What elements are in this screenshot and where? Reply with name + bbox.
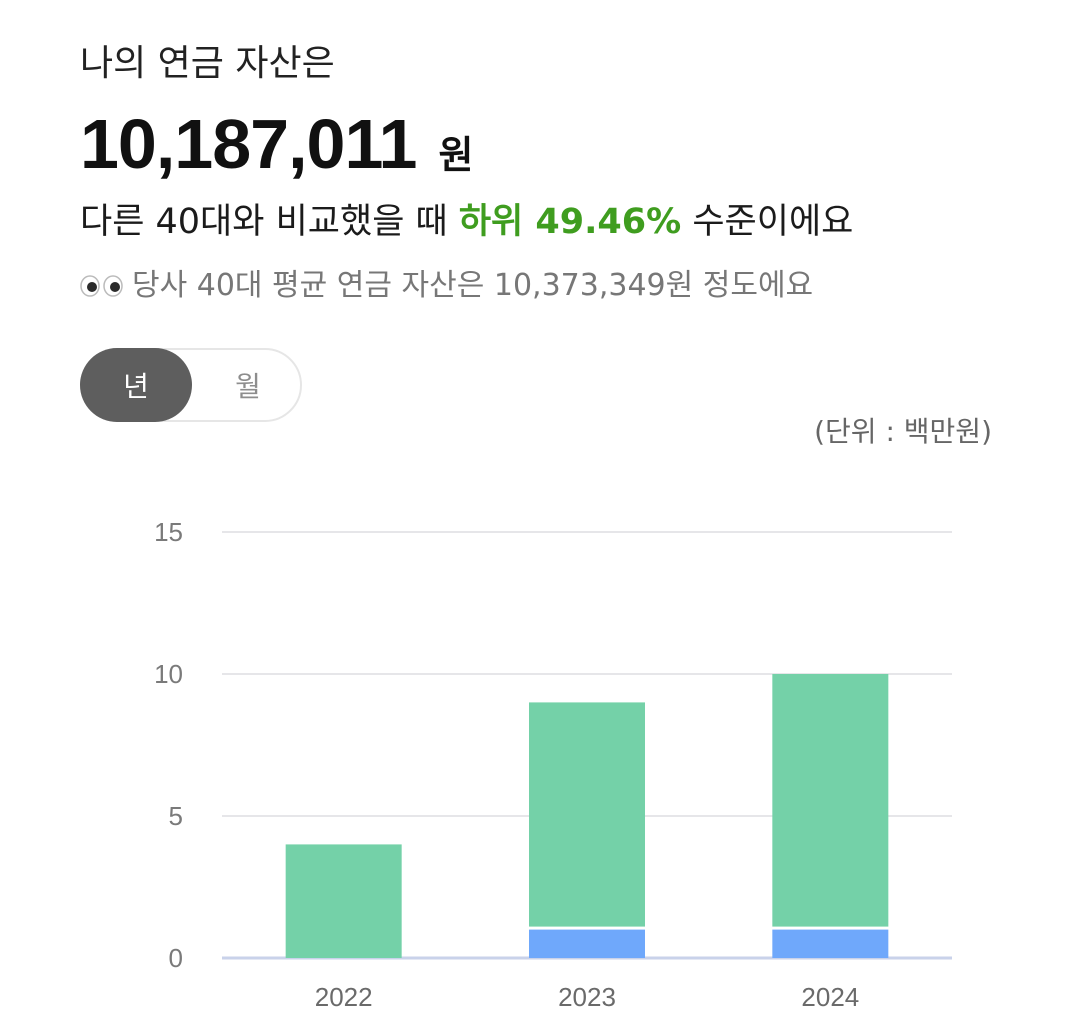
toggle-year-option[interactable]: 년: [80, 348, 192, 422]
asset-amount-row: 10,187,011 원: [80, 104, 473, 184]
toggle-month-option[interactable]: 월: [235, 370, 261, 403]
bar-segment: [772, 929, 889, 958]
comparison-percentile: 하위 49.46%: [458, 202, 682, 242]
y-tick-label: 0: [169, 943, 183, 973]
x-tick-label: 2024: [801, 982, 859, 1012]
bar-segment: [772, 674, 889, 927]
comparison-text: 다른 40대와 비교했을 때 하위 49.46% 수준이에요: [80, 196, 853, 248]
bar-segment: [285, 844, 402, 958]
bar-segment: [529, 929, 645, 958]
average-asset-text: 당사 40대 평균 연금 자산은 10,373,349원 정도에요: [80, 262, 813, 310]
asset-amount: 10,187,011: [80, 105, 417, 183]
unit-note: (단위 : 백만원): [814, 415, 992, 448]
comparison-suffix: 수준이에요: [681, 202, 854, 242]
asset-amount-unit: 원: [438, 133, 474, 177]
y-tick-label: 15: [154, 517, 183, 547]
y-tick-label: 10: [154, 659, 183, 689]
comparison-prefix: 다른 40대와 비교했을 때: [80, 202, 459, 242]
y-tick-label: 5: [169, 801, 183, 831]
period-toggle: 년 월: [80, 348, 302, 422]
eyes-icon: [80, 275, 123, 297]
average-asset-label: 당사 40대 평균 연금 자산은 10,373,349원 정도에요: [132, 268, 814, 303]
x-tick-label: 2023: [558, 982, 616, 1012]
page-title: 나의 연금 자산은: [80, 43, 335, 84]
x-tick-label: 2022: [315, 982, 373, 1012]
bar-segment: [529, 702, 645, 927]
